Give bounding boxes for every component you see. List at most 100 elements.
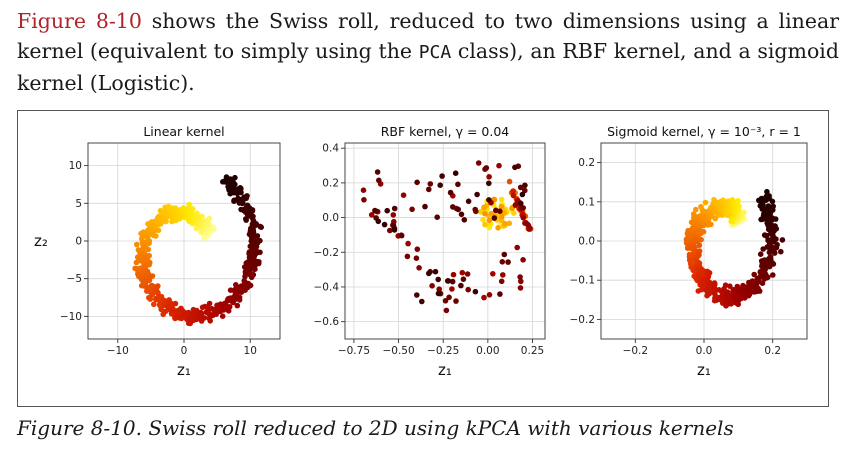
data-point	[499, 259, 506, 265]
data-point	[145, 246, 151, 253]
data-point	[387, 227, 393, 234]
data-point	[391, 227, 398, 233]
data-point	[241, 278, 247, 284]
data-point	[779, 237, 786, 243]
data-point	[510, 188, 516, 194]
data-point	[414, 179, 420, 186]
y-tick-label: 0.4	[322, 143, 339, 155]
data-point	[227, 287, 234, 293]
y-axis-label: z₂	[34, 232, 48, 250]
data-point	[446, 294, 452, 301]
data-point	[381, 221, 388, 228]
x-tick-label: −0.50	[382, 345, 414, 357]
data-point	[520, 257, 526, 263]
data-point	[198, 310, 205, 317]
data-point	[233, 282, 239, 288]
data-point	[756, 197, 762, 204]
data-point	[483, 165, 490, 171]
data-point	[361, 197, 367, 203]
data-point	[512, 202, 519, 208]
data-point	[413, 255, 420, 261]
data-point	[236, 294, 243, 301]
data-point	[223, 174, 230, 180]
data-point	[455, 206, 462, 213]
data-point	[150, 232, 157, 239]
data-point	[498, 278, 505, 285]
data-point	[458, 211, 465, 218]
x-tick-label: −0.75	[338, 345, 370, 357]
data-point	[765, 203, 772, 209]
x-axis-label: z₁	[438, 361, 452, 379]
data-point	[482, 210, 488, 217]
data-point	[502, 220, 508, 227]
data-point	[405, 240, 411, 247]
data-point	[705, 222, 711, 228]
data-point	[442, 298, 449, 304]
paragraph-text-2: class), an RBF kernel, and a sigmoid ker…	[17, 39, 839, 95]
data-point	[722, 282, 729, 288]
data-point	[517, 285, 524, 291]
data-point	[474, 191, 480, 198]
y-tick-label: 0	[75, 236, 82, 248]
data-point	[517, 274, 523, 280]
data-point	[429, 283, 435, 289]
data-point	[500, 272, 506, 278]
y-tick-label: 0.0	[578, 236, 595, 248]
data-point	[778, 248, 784, 255]
data-point	[520, 215, 527, 221]
data-point	[206, 300, 213, 307]
data-point	[520, 205, 526, 211]
data-point	[767, 254, 774, 260]
y-tick-label: 10	[69, 160, 82, 172]
data-point	[455, 181, 461, 188]
data-point	[498, 203, 505, 210]
data-point	[232, 174, 238, 181]
data-point	[409, 206, 415, 213]
data-point	[133, 259, 140, 266]
y-tick-label: −0.6	[314, 316, 340, 328]
data-point	[244, 202, 251, 209]
y-tick-label: 0.2	[322, 177, 339, 189]
data-point	[490, 271, 496, 277]
data-point	[245, 280, 251, 287]
data-point	[696, 242, 703, 249]
data-point	[514, 244, 520, 251]
y-tick-label: 0.1	[578, 196, 595, 208]
data-point	[151, 301, 157, 308]
data-point	[146, 277, 153, 284]
body-paragraph: Figure 8-10 shows the Swiss roll, reduce…	[17, 6, 839, 98]
data-point	[450, 271, 457, 278]
data-point	[437, 182, 444, 188]
data-point	[390, 212, 397, 218]
data-point	[250, 242, 256, 249]
data-point	[157, 207, 164, 214]
data-point	[439, 173, 445, 179]
figure-frame: −10 0 10 −10 −5 0 5 10 Linear kernel z₁ z₂ −0.75 −0.…	[17, 110, 829, 407]
data-point	[461, 217, 468, 223]
data-point	[506, 178, 513, 185]
data-point	[453, 298, 459, 304]
data-point	[234, 302, 241, 309]
data-point	[518, 200, 524, 207]
data-point	[447, 189, 454, 196]
data-point	[472, 288, 479, 295]
x-axis-label: z₁	[177, 361, 191, 379]
data-point	[749, 278, 756, 284]
data-point	[728, 301, 734, 307]
y-tick-label: −0.2	[570, 314, 596, 326]
paragraph-text-1: shows the Swiss roll, reduced to two dim…	[17, 9, 840, 63]
data-point	[158, 306, 164, 313]
x-tick-label: 0.0	[696, 345, 713, 357]
data-point	[201, 315, 208, 321]
data-point	[226, 304, 233, 310]
data-point	[426, 186, 432, 193]
data-point	[384, 207, 391, 214]
x-tick-label: 10	[244, 345, 257, 357]
y-tick-label: 0.2	[578, 157, 595, 169]
data-point	[770, 272, 776, 278]
figure-reference-link[interactable]: Figure 8-10	[17, 9, 142, 33]
data-point	[481, 294, 487, 301]
data-point	[375, 218, 382, 225]
data-point	[426, 270, 432, 277]
